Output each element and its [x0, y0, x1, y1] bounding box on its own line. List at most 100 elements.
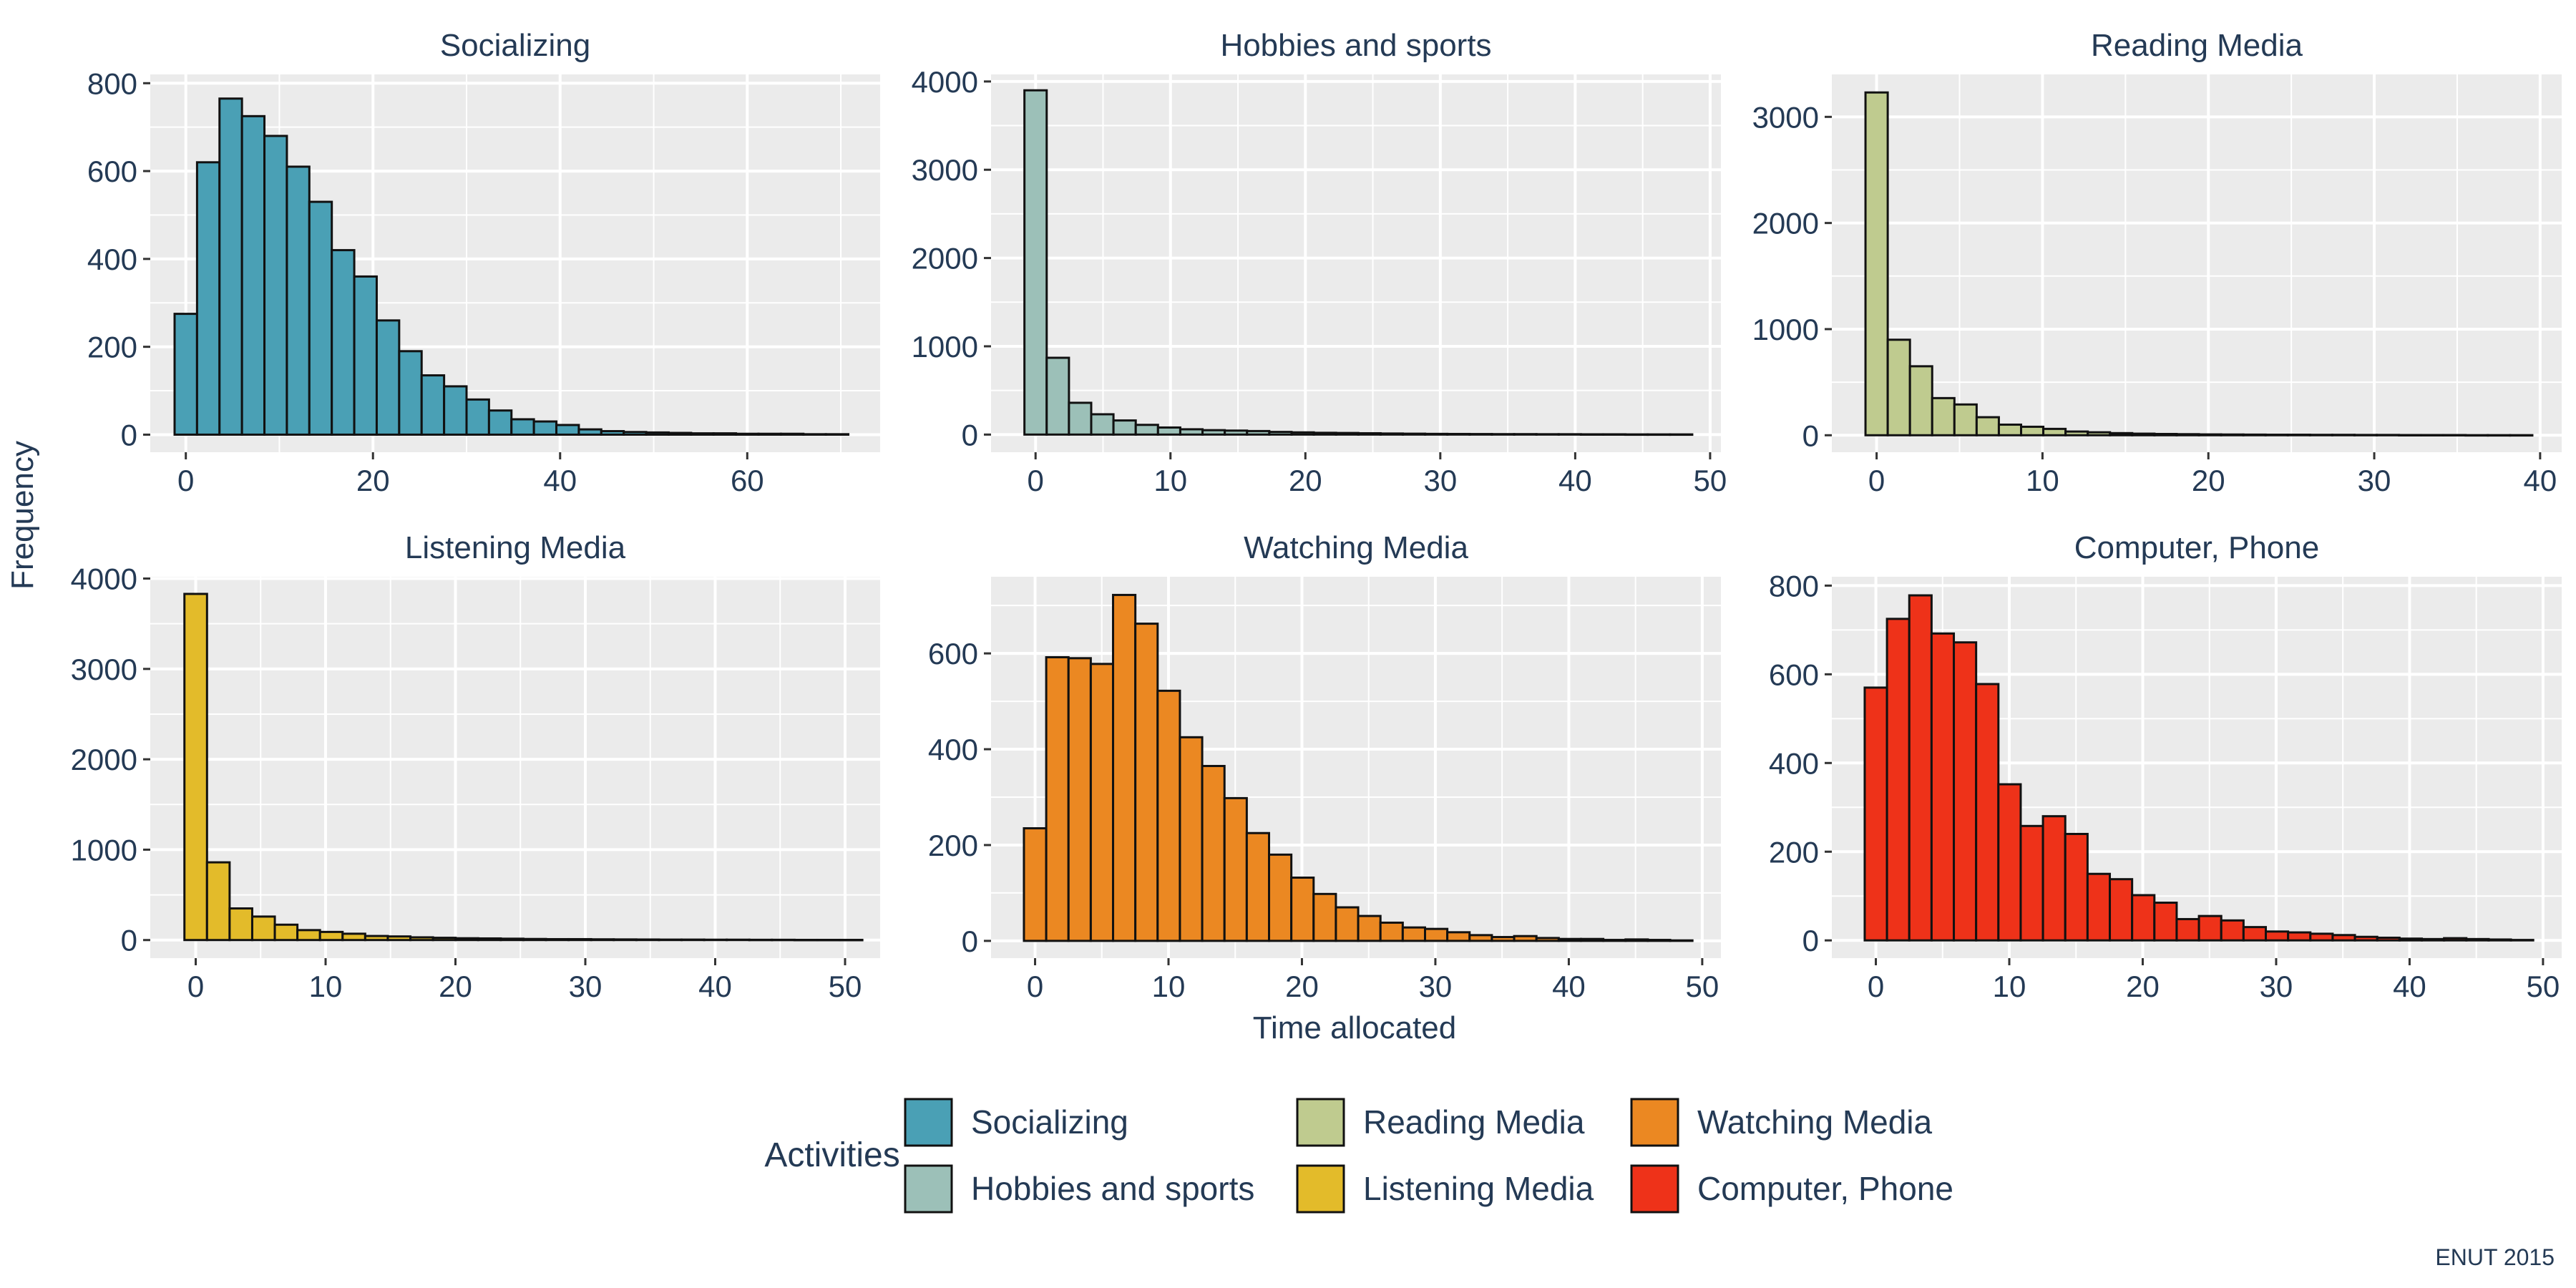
histogram-bar [2398, 434, 2423, 436]
y-tick-label: 4000 [912, 65, 978, 99]
histogram-bar [1379, 921, 1404, 942]
legend-item: Socializing [904, 1098, 1128, 1147]
histogram-bar [1863, 686, 1888, 942]
facet-title: Computer, Phone [2074, 530, 2319, 565]
histogram-bar [1646, 433, 1672, 436]
facet-panel: 0 10 20 30 40 50 0 200 400 600 800 Computer, Phone [1769, 530, 2562, 1003]
x-tick-label: 50 [829, 970, 862, 1003]
histogram-bar [1023, 89, 1048, 436]
x-tick-label: 60 [731, 464, 764, 497]
histogram-bar [2287, 931, 2312, 942]
histogram-bar [2175, 917, 2200, 942]
histogram-bar [487, 409, 513, 436]
histogram-bar [1156, 689, 1181, 942]
legend: Activities Socializing Hobbies and sports… [764, 1098, 1953, 1214]
histogram-bar [1179, 428, 1204, 436]
histogram-bar [824, 433, 850, 436]
histogram-bar [532, 420, 558, 436]
histogram-bar [1624, 938, 1649, 942]
histogram-bar [2153, 432, 2178, 436]
histogram-bar [263, 135, 288, 436]
histogram-bar [555, 424, 580, 436]
y-tick-label: 600 [1769, 658, 1819, 691]
x-tick-label: 50 [1686, 970, 1719, 1003]
x-tick-label: 50 [1694, 464, 1727, 497]
histogram-bar [1134, 623, 1159, 942]
y-tick-label: 0 [1802, 924, 1819, 957]
y-tick-label: 400 [928, 733, 978, 766]
x-tick-label: 30 [1419, 970, 1453, 1003]
histogram-bar [2509, 434, 2534, 437]
histogram-bar [690, 432, 715, 436]
histogram-bar [1535, 937, 1560, 942]
y-tick-label: 3000 [912, 153, 978, 187]
histogram-bar [286, 165, 311, 436]
histogram-bar [567, 937, 592, 942]
histogram-bar [1602, 939, 1627, 942]
x-tick-label: 40 [1558, 464, 1592, 497]
histogram-bar [2398, 937, 2423, 942]
y-tick-label: 200 [1769, 835, 1819, 869]
panel-background [150, 577, 880, 958]
histogram-bar [1023, 827, 1048, 942]
histogram-bar [522, 937, 547, 942]
histogram-bar [2242, 433, 2267, 436]
histogram-bar [1864, 91, 1889, 436]
histogram-bar [2487, 434, 2512, 437]
histogram-bar [205, 861, 231, 942]
histogram-bar [623, 431, 648, 436]
facet-panel: 0 10 20 30 40 50 0 1000 2000 3000 4000 Listening Me… [71, 530, 880, 1003]
histogram-bar [1579, 937, 1605, 942]
histogram-bar [273, 923, 299, 942]
histogram-bar [2197, 433, 2223, 436]
histogram-bar [2020, 425, 2045, 436]
histogram-bar [1090, 413, 1115, 436]
x-tick-label: 30 [569, 970, 602, 1003]
y-tick-label: 200 [87, 331, 137, 364]
histogram-bar [240, 114, 266, 436]
histogram-bar [1312, 892, 1337, 942]
histogram-bar [1997, 783, 2022, 942]
histogram-bar [173, 313, 198, 436]
histogram-bar [1268, 431, 1293, 436]
histogram-bar [331, 249, 356, 436]
x-tick-label: 30 [2358, 464, 2391, 497]
y-tick-label: 800 [87, 67, 137, 100]
histogram-bar [600, 430, 625, 436]
y-tick-label: 0 [962, 924, 978, 958]
legend-item: Computer, Phone [1630, 1164, 1953, 1214]
histogram-bar [1290, 431, 1315, 436]
panel-background [1832, 74, 2562, 452]
histogram-bar [218, 97, 243, 436]
histogram-bar [2131, 432, 2156, 436]
histogram-bar [195, 161, 221, 436]
histogram-bar [477, 937, 502, 942]
histogram-bar [2197, 914, 2223, 942]
histogram-bar [1908, 594, 1933, 942]
y-tick-label: 3000 [1752, 100, 1819, 134]
histogram-bar [1535, 433, 1560, 436]
x-tick-label: 0 [1868, 970, 1884, 1003]
histogram-bar [454, 937, 479, 942]
y-tick-label: 2000 [1752, 207, 1819, 240]
histogram-bar [510, 418, 535, 436]
histogram-bar [1557, 433, 1582, 436]
y-tick-label: 1000 [1752, 313, 1819, 346]
y-axis-title: Frequency [5, 441, 40, 590]
x-tick-label: 10 [1152, 970, 1186, 1003]
histogram-bar [1669, 433, 1694, 436]
histogram-bar [1312, 431, 1337, 436]
histogram-bar [1067, 657, 1092, 942]
y-tick-label: 600 [87, 155, 137, 188]
y-tick-label: 600 [928, 637, 978, 670]
histogram-bar [2264, 930, 2290, 942]
x-tick-label: 30 [2260, 970, 2293, 1003]
facet-panel: 0 10 20 30 40 0 1000 2000 3000 Reading Media [1752, 28, 2562, 497]
histogram-bar [250, 915, 276, 942]
histogram-bar [296, 929, 321, 942]
histogram-bar [2242, 926, 2267, 942]
facet-panel: 0 10 20 30 40 50 0 1000 2000 3000 4000 Hobbies and … [912, 28, 1727, 497]
histogram-bar [465, 398, 490, 436]
facet-title: Listening Media [405, 530, 626, 565]
histogram-bar [1579, 433, 1604, 436]
